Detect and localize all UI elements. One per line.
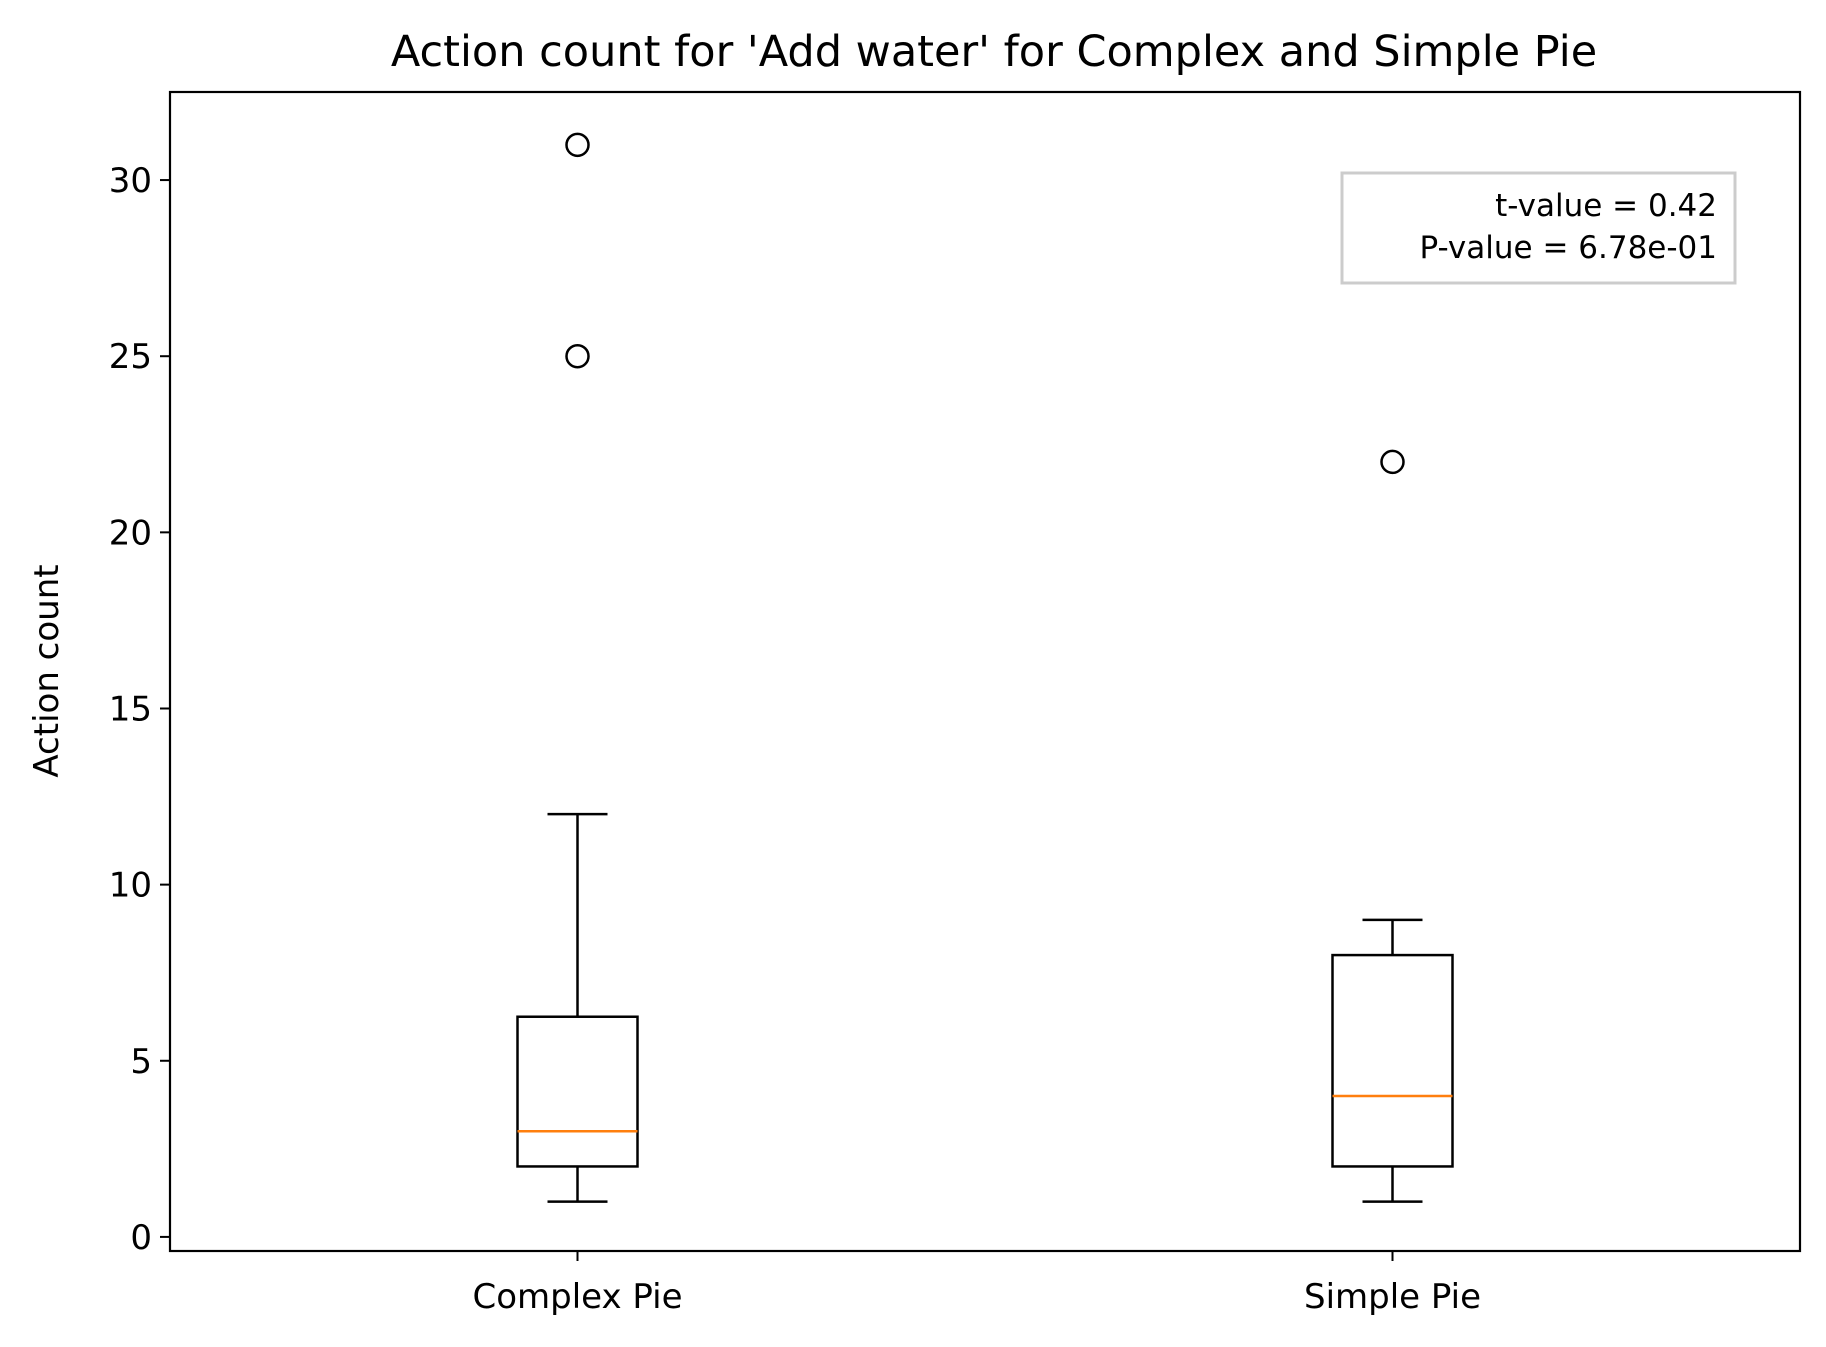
outlier-point [565, 132, 590, 158]
box-iqr [516, 1015, 639, 1168]
box-group [516, 132, 639, 1203]
box-group [1331, 449, 1454, 1203]
y-axis: 0 5 10 15 20 25 30 [109, 161, 170, 1258]
x-axis: Complex Pie Simple Pie [472, 1251, 1481, 1317]
stats-annotation: t-value = 0.42 P-value = 6.78e-01 [1340, 171, 1737, 285]
y-tick-label: 0 [130, 1218, 152, 1258]
x-tick-label: Simple Pie [1304, 1277, 1481, 1317]
y-tick-label: 25 [109, 337, 152, 377]
t-value-text: t-value = 0.42 [1495, 188, 1717, 224]
y-tick-label: 20 [109, 513, 152, 553]
y-axis-label: Action count [27, 564, 67, 777]
p-value-text: P-value = 6.78e-01 [1420, 230, 1717, 266]
chart-title: Action count for 'Add water' for Complex… [391, 27, 1597, 77]
plot-frame [168, 90, 1802, 1253]
y-tick-label: 10 [109, 866, 152, 906]
stats-annotation-frame [1340, 171, 1737, 285]
y-tick-label: 15 [109, 689, 152, 729]
x-tick-label: Complex Pie [472, 1277, 682, 1317]
boxes [516, 132, 1454, 1203]
y-tick-label: 30 [109, 161, 152, 201]
outlier-point [1380, 449, 1405, 475]
y-tick-label: 5 [130, 1042, 152, 1082]
outlier-point [565, 343, 590, 369]
box-iqr [1331, 953, 1454, 1168]
